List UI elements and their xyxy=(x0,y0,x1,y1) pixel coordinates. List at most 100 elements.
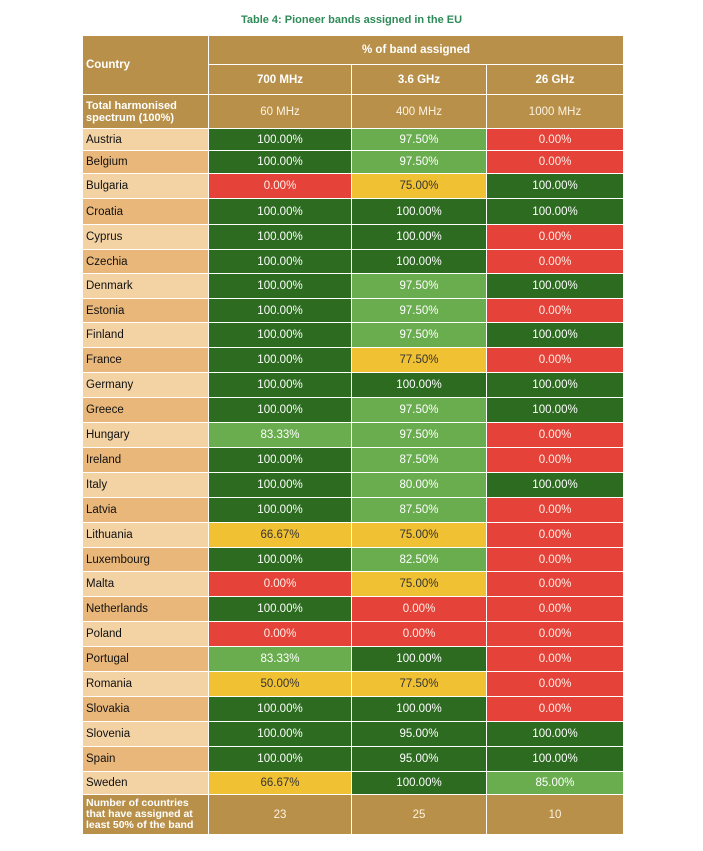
footer-count: 25 xyxy=(351,794,487,835)
band-value-cell: 100.00% xyxy=(485,198,625,225)
country-cell: Poland xyxy=(82,621,209,647)
band-value-cell: 83.33% xyxy=(208,646,352,672)
band-value-cell: 97.50% xyxy=(351,128,487,151)
band-value-cell: 75.00% xyxy=(351,173,487,199)
band-value-cell: 100.00% xyxy=(351,696,487,722)
spectrum-label: Total harmonised spectrum (100%) xyxy=(82,94,209,129)
band-value-cell: 100.00% xyxy=(208,322,352,348)
band-value-cell: 0.00% xyxy=(485,547,625,572)
table-row: Croatia 100.00% 100.00% 100.00% xyxy=(82,198,625,225)
band-value-cell: 66.67% xyxy=(208,522,352,548)
footer-label: Number of countries that have assigned a… xyxy=(82,794,209,835)
band-value-cell: 100.00% xyxy=(485,721,625,747)
band-header-3-6ghz: 3.6 GHz xyxy=(351,64,487,95)
band-value-cell: 0.00% xyxy=(208,173,352,199)
band-value-cell: 97.50% xyxy=(351,273,487,299)
band-value-cell: 95.00% xyxy=(351,746,487,772)
band-value-cell: 97.50% xyxy=(351,150,487,174)
band-value-cell: 100.00% xyxy=(208,497,352,523)
band-value-cell: 0.00% xyxy=(485,224,625,250)
table-row: Czechia 100.00% 100.00% 0.00% xyxy=(82,249,625,274)
band-value-cell: 100.00% xyxy=(208,547,352,572)
band-value-cell: 97.50% xyxy=(351,298,487,323)
band-value-cell: 87.50% xyxy=(351,497,487,523)
country-cell: Austria xyxy=(82,128,209,151)
band-value-cell: 0.00% xyxy=(485,497,625,523)
band-value-cell: 97.50% xyxy=(351,397,487,423)
country-cell: Slovenia xyxy=(82,721,209,747)
pioneer-bands-table: Country % of band assigned 700 MHz 3.6 G… xyxy=(82,35,625,835)
country-cell: Finland xyxy=(82,322,209,348)
band-value-cell: 0.00% xyxy=(485,128,625,151)
table-title: Table 4: Pioneer bands assigned in the E… xyxy=(240,14,463,26)
country-cell: Spain xyxy=(82,746,209,772)
table-row: Malta 0.00% 75.00% 0.00% xyxy=(82,571,625,597)
spectrum-value: 400 MHz xyxy=(351,94,487,129)
band-value-cell: 97.50% xyxy=(351,322,487,348)
band-value-cell: 0.00% xyxy=(485,596,625,622)
table-row: Germany 100.00% 100.00% 100.00% xyxy=(82,372,625,398)
band-value-cell: 77.50% xyxy=(351,671,487,697)
band-value-cell: 100.00% xyxy=(351,646,487,672)
band-value-cell: 95.00% xyxy=(351,721,487,747)
band-value-cell: 100.00% xyxy=(208,696,352,722)
table-row: Romania 50.00% 77.50% 0.00% xyxy=(82,671,625,697)
country-cell: Ireland xyxy=(82,447,209,473)
band-value-cell: 97.50% xyxy=(351,422,487,448)
band-value-cell: 100.00% xyxy=(351,372,487,398)
band-value-cell: 83.33% xyxy=(208,422,352,448)
band-value-cell: 100.00% xyxy=(485,746,625,772)
band-value-cell: 50.00% xyxy=(208,671,352,697)
country-cell: Germany xyxy=(82,372,209,398)
band-value-cell: 100.00% xyxy=(485,173,625,199)
country-cell: Denmark xyxy=(82,273,209,299)
country-cell: Greece xyxy=(82,397,209,423)
band-value-cell: 100.00% xyxy=(351,224,487,250)
country-cell: Hungary xyxy=(82,422,209,448)
country-cell: Belgium xyxy=(82,150,209,174)
band-value-cell: 100.00% xyxy=(485,273,625,299)
country-cell: Italy xyxy=(82,472,209,498)
band-group-header: % of band assigned xyxy=(207,35,625,65)
country-cell: Bulgaria xyxy=(82,173,209,199)
table-row: Bulgaria 0.00% 75.00% 100.00% xyxy=(82,173,625,199)
band-value-cell: 0.00% xyxy=(485,671,625,697)
country-cell: France xyxy=(82,347,209,373)
band-value-cell: 100.00% xyxy=(351,249,487,274)
country-cell: Estonia xyxy=(82,298,209,323)
table-row: Netherlands 100.00% 0.00% 0.00% xyxy=(82,596,625,622)
country-cell: Croatia xyxy=(82,198,209,225)
band-value-cell: 0.00% xyxy=(485,447,625,473)
band-value-cell: 0.00% xyxy=(485,298,625,323)
band-value-cell: 77.50% xyxy=(351,347,487,373)
table-row: Belgium 100.00% 97.50% 0.00% xyxy=(82,150,625,174)
table-row: Greece 100.00% 97.50% 100.00% xyxy=(82,397,625,423)
spectrum-value: 60 MHz xyxy=(208,94,352,129)
band-header-26ghz: 26 GHz xyxy=(485,64,625,95)
band-value-cell: 100.00% xyxy=(485,397,625,423)
band-value-cell: 0.00% xyxy=(485,347,625,373)
band-value-cell: 0.00% xyxy=(485,646,625,672)
band-value-cell: 100.00% xyxy=(208,347,352,373)
band-value-cell: 0.00% xyxy=(485,422,625,448)
band-value-cell: 100.00% xyxy=(208,150,352,174)
band-value-cell: 100.00% xyxy=(485,322,625,348)
band-value-cell: 0.00% xyxy=(351,621,487,647)
country-cell: Czechia xyxy=(82,249,209,274)
band-value-cell: 82.50% xyxy=(351,547,487,572)
band-value-cell: 100.00% xyxy=(208,273,352,299)
band-value-cell: 100.00% xyxy=(208,249,352,274)
table-row: Portugal 83.33% 100.00% 0.00% xyxy=(82,646,625,672)
spectrum-value: 1000 MHz xyxy=(485,94,625,129)
band-value-cell: 0.00% xyxy=(485,696,625,722)
band-value-cell: 0.00% xyxy=(485,522,625,548)
band-value-cell: 80.00% xyxy=(351,472,487,498)
band-value-cell: 66.67% xyxy=(208,771,352,795)
table-row: Italy 100.00% 80.00% 100.00% xyxy=(82,472,625,498)
band-value-cell: 0.00% xyxy=(485,571,625,597)
band-value-cell: 100.00% xyxy=(208,721,352,747)
table-row: Poland 0.00% 0.00% 0.00% xyxy=(82,621,625,647)
table-row: Slovenia 100.00% 95.00% 100.00% xyxy=(82,721,625,747)
band-value-cell: 100.00% xyxy=(208,397,352,423)
band-value-cell: 0.00% xyxy=(485,150,625,174)
